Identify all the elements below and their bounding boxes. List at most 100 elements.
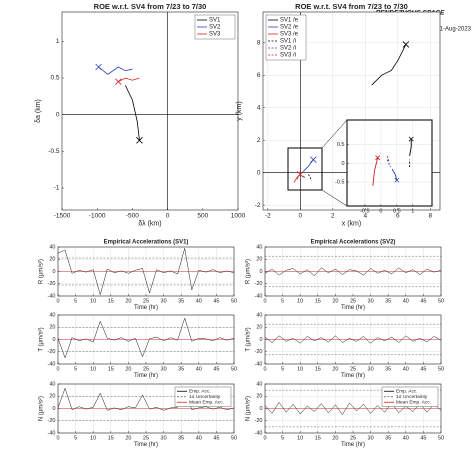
x-tick-label: 15 (108, 435, 114, 441)
y-tick-label: 20 (49, 394, 55, 400)
y-tick-label: 40 (256, 244, 262, 250)
x-axis-label: Time (hr) (134, 373, 158, 379)
x-tick-label: 40 (196, 366, 202, 372)
x-tick-label: 25 (350, 298, 356, 304)
x-tick-label: 40 (403, 298, 409, 304)
x-axis-label: Time (hr) (134, 442, 158, 448)
chart-panel: 0 5 10 15 20 25 30 35 40 45 50 -40 -20 0 20 40 Time (hr)… (39, 381, 237, 448)
legend-box (265, 14, 307, 61)
y-tick-label: 0 (259, 269, 262, 275)
y-tick-label: 40 (256, 381, 262, 387)
y-tick-label: 0 (259, 406, 262, 412)
legend-label: Emp. Acc. (189, 389, 211, 395)
y-tick-label: -1 (54, 185, 60, 192)
series-line (57, 387, 235, 411)
x-tick-label: 45 (420, 366, 426, 372)
series-line (303, 175, 306, 180)
x-tick-label: 50 (231, 298, 237, 304)
y-tick-label: -0.5 (48, 148, 60, 155)
series-line (296, 175, 300, 180)
y-tick-label: 0 (257, 169, 261, 176)
y-tick-label: 0 (52, 337, 55, 343)
y-tick-label: 40 (49, 244, 55, 250)
legend-label: SV2 /e (280, 25, 299, 31)
chart-panel: 0 5 10 15 20 25 30 35 40 45 50 -40 -20 0 20 40 Time (hr)… (246, 381, 444, 448)
plot-area (347, 120, 432, 206)
series-line (391, 168, 398, 181)
x-tick-label: 35 (385, 298, 391, 304)
chart-title: Empirical Accelerations (SV2) (311, 240, 396, 246)
x-tick-label: 2 (331, 213, 335, 220)
y-axis-label: R (μm/s²) (39, 259, 45, 284)
end-marker (136, 137, 143, 144)
x-tick-label: 25 (143, 366, 149, 372)
x-tick-label: 0 (56, 366, 59, 372)
y-tick-label: 0 (259, 337, 262, 343)
y-tick-label: -40 (48, 430, 56, 436)
x-tick-label: 35 (385, 366, 391, 372)
x-tick-label: 25 (143, 298, 149, 304)
plot-area (62, 12, 238, 210)
x-tick-label: 30 (368, 366, 374, 372)
y-tick-label: 40 (256, 312, 262, 318)
x-tick-label: 8 (428, 213, 432, 220)
axes-frame (262, 11, 441, 211)
legend-label: SV2 /i (280, 46, 296, 52)
series-line (98, 66, 133, 75)
legend-label: Emp. Acc. (396, 389, 418, 395)
y-tick-label: -40 (48, 293, 56, 299)
x-axis-label: x (km) (342, 220, 361, 227)
x-tick-label: 45 (420, 435, 426, 441)
x-tick-label: 45 (213, 435, 219, 441)
x-tick-label: 15 (108, 298, 114, 304)
x-tick-label: 10 (90, 298, 96, 304)
x-tick-label: 5 (281, 298, 284, 304)
axes-frame (61, 11, 239, 211)
y-tick-label: -2 (255, 202, 261, 209)
y-axis-label: N (μm/s²) (246, 396, 252, 421)
x-tick-label: 20 (332, 366, 338, 372)
y-tick-label: 20 (256, 325, 262, 331)
x-tick-label: 35 (178, 366, 184, 372)
x-tick-label: -0.5 (360, 208, 369, 214)
series-line (118, 77, 140, 83)
y-tick-label: 40 (49, 312, 55, 318)
legend-box (381, 386, 439, 407)
y-tick-label: -20 (48, 418, 56, 424)
y-tick-label: 0.5 (50, 75, 59, 82)
x-tick-label: 0 (263, 298, 266, 304)
axes-frame (346, 119, 433, 207)
chart-panel: -0.5 0 0.5 1 -0.5 0 0.5 (335, 119, 433, 214)
end-marker (95, 63, 102, 71)
x-tick-label: 15 (315, 298, 321, 304)
y-axis-label: T (μm/s²) (246, 327, 252, 351)
y-tick-label: 20 (256, 257, 262, 263)
legend-label: SV1 /e (280, 18, 299, 24)
y-tick-label: 0 (341, 161, 344, 167)
x-tick-label: 6 (396, 213, 400, 220)
x-axis-label: Time (hr) (341, 305, 365, 311)
axes-frame (57, 383, 235, 434)
x-axis-label: δλ (km) (138, 220, 161, 227)
y-tick-label: 8 (257, 40, 261, 47)
x-tick-label: -1000 (89, 213, 106, 220)
series-line (386, 155, 390, 162)
y-tick-label: -40 (48, 361, 56, 367)
y-tick-label: 0 (52, 406, 55, 412)
x-tick-label: 0.5 (393, 208, 401, 214)
x-tick-label: 35 (178, 298, 184, 304)
legend-label: SV3 /i (280, 53, 296, 59)
x-tick-label: 50 (438, 366, 444, 372)
series-line (308, 174, 313, 181)
legend-label: Mean Emp. Acc. (396, 400, 431, 406)
x-tick-label: 45 (213, 298, 219, 304)
x-tick-label: 20 (332, 298, 338, 304)
chart-title: ROE w.r.t. SV4 from 7/23 to 7/30 (94, 2, 207, 11)
x-tick-label: 35 (178, 435, 184, 441)
y-tick-label: 40 (49, 381, 55, 387)
end-marker (375, 155, 381, 161)
axes-frame (57, 314, 235, 365)
